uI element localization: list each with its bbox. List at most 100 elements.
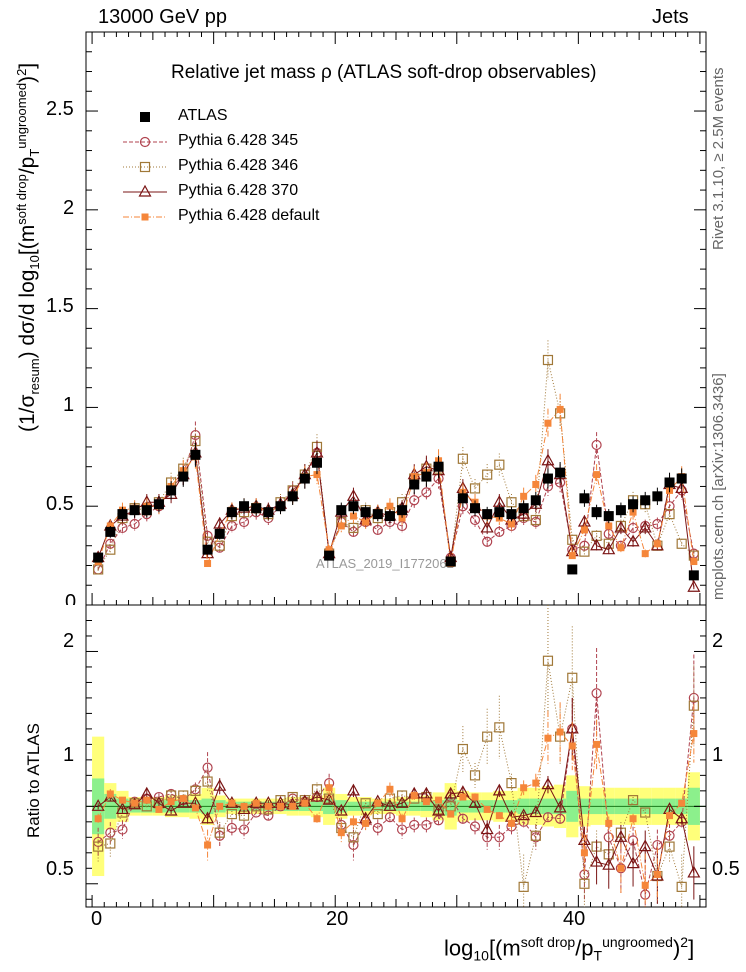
data-point bbox=[252, 799, 260, 807]
data-point bbox=[457, 813, 468, 824]
data-point bbox=[213, 778, 227, 791]
data-point bbox=[337, 522, 345, 530]
data-point bbox=[213, 516, 227, 529]
data-point bbox=[507, 520, 515, 528]
data-point bbox=[591, 688, 602, 699]
data-point bbox=[507, 819, 515, 827]
plot-frames bbox=[85, 31, 707, 908]
data-point bbox=[471, 793, 479, 801]
data-point bbox=[541, 777, 555, 790]
data-point bbox=[91, 799, 105, 811]
data-point bbox=[190, 429, 201, 441]
data-point bbox=[362, 518, 370, 526]
xtick-label: 20 bbox=[326, 908, 349, 930]
data-point bbox=[542, 655, 554, 666]
data-point bbox=[372, 509, 383, 520]
data-point bbox=[239, 501, 250, 512]
data-point bbox=[653, 870, 661, 878]
xtick-label: 40 bbox=[563, 908, 586, 930]
data-point bbox=[542, 473, 553, 484]
data-point bbox=[141, 505, 152, 516]
data-point bbox=[409, 479, 420, 490]
data-point bbox=[409, 819, 420, 831]
data-point bbox=[263, 810, 274, 821]
data-point bbox=[337, 829, 345, 837]
data-point bbox=[615, 863, 627, 874]
data-point bbox=[591, 507, 602, 518]
legend-label-p370: Pythia 6.428 370 bbox=[178, 182, 299, 199]
data-point bbox=[433, 815, 444, 826]
data-point bbox=[289, 802, 297, 810]
data-point bbox=[580, 849, 588, 857]
data-point bbox=[410, 791, 418, 799]
data-point bbox=[626, 856, 640, 869]
data-point bbox=[118, 796, 126, 804]
data-point bbox=[226, 507, 237, 518]
legend-label-pdefault: Pythia 6.428 default bbox=[178, 207, 320, 224]
data-point bbox=[226, 822, 237, 834]
legend-label-p346: Pythia 6.428 346 bbox=[178, 157, 299, 174]
ratio-ytick-label-right: 2 bbox=[712, 630, 724, 652]
main-ytick-label: 2 bbox=[63, 197, 75, 219]
data-point bbox=[579, 493, 590, 504]
data-point bbox=[482, 509, 493, 520]
data-point bbox=[482, 731, 493, 742]
data-point bbox=[675, 481, 689, 494]
data-point bbox=[506, 778, 517, 789]
data-point bbox=[590, 538, 604, 551]
data-point bbox=[115, 802, 129, 815]
data-point bbox=[469, 821, 481, 832]
data-point bbox=[301, 799, 309, 807]
data-point bbox=[676, 538, 687, 549]
data-point bbox=[310, 789, 324, 802]
data-point bbox=[191, 804, 199, 812]
data-point bbox=[386, 502, 394, 510]
data-point bbox=[226, 808, 237, 820]
data-point bbox=[567, 564, 578, 575]
data-point bbox=[299, 473, 310, 484]
main-ytick-label: 1.5 bbox=[46, 295, 74, 317]
data-point bbox=[277, 802, 285, 810]
data-point bbox=[626, 534, 640, 547]
data-point bbox=[579, 540, 590, 551]
data-point bbox=[676, 881, 687, 892]
data-point bbox=[555, 813, 566, 824]
data-point bbox=[605, 522, 613, 530]
data-point bbox=[398, 815, 406, 823]
main-ytick-label: 0.5 bbox=[46, 493, 74, 515]
data-point bbox=[664, 841, 675, 852]
data-point bbox=[383, 799, 397, 811]
data-point bbox=[532, 779, 540, 787]
data-point bbox=[568, 552, 576, 560]
data-point bbox=[445, 556, 456, 567]
data-point bbox=[362, 819, 370, 827]
data-point bbox=[396, 824, 408, 835]
data-point bbox=[641, 550, 649, 558]
data-point bbox=[666, 812, 674, 820]
data-point bbox=[324, 550, 335, 561]
data-point bbox=[153, 499, 164, 510]
analysis-watermark: ATLAS_2019_I1772062 bbox=[316, 556, 454, 571]
data-point bbox=[457, 453, 468, 464]
data-point bbox=[176, 795, 190, 808]
data-point bbox=[687, 579, 701, 592]
data-point bbox=[313, 815, 321, 823]
chart-title: Relative jet mass ρ (ATLAS soft-drop obs… bbox=[171, 62, 597, 83]
data-point bbox=[179, 795, 187, 803]
data-point bbox=[640, 807, 651, 818]
data-point bbox=[494, 526, 505, 537]
data-point bbox=[687, 865, 701, 878]
data-point bbox=[287, 791, 298, 803]
data-point bbox=[251, 807, 262, 818]
data-point bbox=[615, 505, 626, 516]
data-point bbox=[483, 805, 491, 813]
data-point bbox=[579, 546, 590, 557]
data-point bbox=[201, 811, 215, 824]
series-line bbox=[97, 434, 695, 570]
data-point bbox=[664, 509, 675, 520]
data-point bbox=[517, 808, 531, 821]
data-point bbox=[131, 799, 139, 807]
data-point bbox=[325, 784, 333, 792]
data-point bbox=[676, 473, 687, 484]
